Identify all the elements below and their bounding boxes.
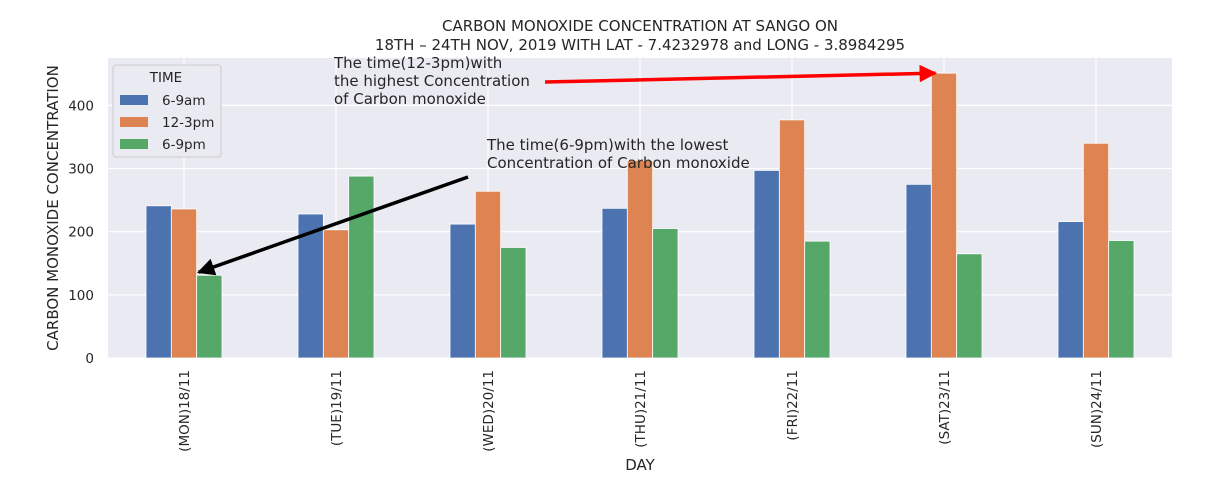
y-ticks: 0 100 200 300 400 xyxy=(68,98,94,367)
bar-12-3pm-(FRI)22/11 xyxy=(778,119,806,359)
legend-swatch-6-9pm xyxy=(120,139,148,149)
annotation-lowest: The time(6-9pm)with the lowest Concentra… xyxy=(486,136,750,172)
x-tick-label: (TUE)19/11 xyxy=(329,370,345,446)
y-axis-label: CARBON MONOXIDE CONCENTRATION xyxy=(44,65,62,351)
annotation-highest-line3: of Carbon monoxide xyxy=(334,90,486,108)
bar-6-9am-(FRI)22/11 xyxy=(753,170,780,359)
bar-6-9am-(THU)21/11 xyxy=(601,207,628,359)
x-tick-label: (WED)20/11 xyxy=(481,370,497,452)
bars xyxy=(145,72,1135,359)
annotation-lowest-line2: Concentration of Carbon monoxide xyxy=(487,154,750,172)
legend-swatch-12-3pm xyxy=(120,117,148,127)
annotation-highest-arrow xyxy=(544,64,938,84)
y-tick-label: 300 xyxy=(68,162,94,178)
annotation-lowest-arrow xyxy=(197,175,469,276)
legend-box xyxy=(112,64,222,158)
x-tick-label: (THU)21/11 xyxy=(633,370,649,448)
bar-6-9pm-(MON)18/11 xyxy=(196,274,223,359)
legend-entry-12-3pm: 12-3pm xyxy=(162,115,214,131)
y-tick-label: 0 xyxy=(85,351,94,367)
x-axis-label: DAY xyxy=(625,456,655,474)
x-tick-label: (MON)18/11 xyxy=(177,370,193,452)
bar-6-9pm-(TUE)19/11 xyxy=(348,175,375,359)
x-tick-label: (SAT)23/11 xyxy=(937,370,953,445)
bar-6-9pm-(SAT)23/11 xyxy=(956,253,983,359)
legend-entry-6-9pm: 6-9pm xyxy=(162,137,206,153)
bar-6-9am-(SAT)23/11 xyxy=(905,183,932,359)
bar-12-3pm-(TUE)19/11 xyxy=(322,229,350,359)
legend-entry-6-9am: 6-9am xyxy=(162,93,205,109)
x-tick-label: (FRI)22/11 xyxy=(785,370,801,441)
bar-6-9pm-(THU)21/11 xyxy=(652,228,679,359)
bar-12-3pm-(WED)20/11 xyxy=(474,190,502,359)
legend-swatch-6-9am xyxy=(120,95,148,105)
chart-title-line2: 18TH – 24TH NOV, 2019 WITH LAT - 7.42329… xyxy=(375,36,905,54)
x-ticks: (MON)18/11 (TUE)19/11 (WED)20/11 (THU)21/11… xyxy=(177,370,1105,452)
legend: TIME 6-9am 12-3pm 6-9pm xyxy=(112,64,222,158)
x-tick-label: (SUN)24/11 xyxy=(1089,370,1105,448)
bar-6-9am-(SUN)24/11 xyxy=(1057,221,1084,359)
chart-title-line1: CARBON MONOXIDE CONCENTRATION AT SANGO O… xyxy=(442,17,838,35)
bar-12-3pm-(MON)18/11 xyxy=(170,208,198,359)
bar-6-9pm-(FRI)22/11 xyxy=(804,240,831,359)
bar-6-9am-(MON)18/11 xyxy=(145,205,172,359)
bar-12-3pm-(SAT)23/11 xyxy=(930,72,958,359)
bar-12-3pm-(SUN)24/11 xyxy=(1082,142,1110,359)
y-tick-label: 200 xyxy=(68,225,94,241)
bar-6-9am-(WED)20/11 xyxy=(449,223,476,359)
bar-12-3pm-(THU)21/11 xyxy=(626,159,654,359)
y-tick-label: 100 xyxy=(68,288,94,304)
annotation-lowest-line1: The time(6-9pm)with the lowest xyxy=(486,136,729,154)
bar-6-9pm-(WED)20/11 xyxy=(500,247,527,359)
bar-6-9pm-(SUN)24/11 xyxy=(1108,240,1135,359)
legend-title: TIME xyxy=(149,70,182,86)
annotation-highest-line1: The time(12-3pm)with xyxy=(333,54,502,72)
annotation-highest: The time(12-3pm)with the highest Concent… xyxy=(333,54,535,108)
annotations: The time(12-3pm)with the highest Concent… xyxy=(197,54,938,276)
y-tick-label: 400 xyxy=(68,98,94,114)
annotation-highest-line2: the highest Concentration xyxy=(334,72,530,90)
